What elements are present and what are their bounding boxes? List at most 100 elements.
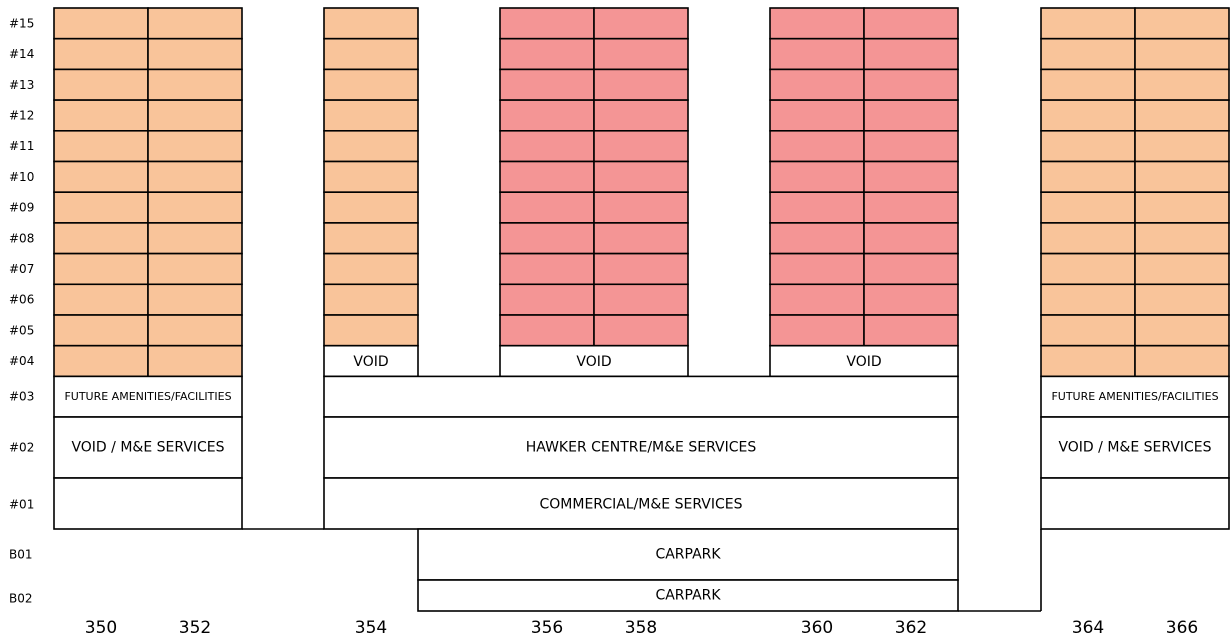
unit-cell bbox=[593, 37, 689, 71]
unit-cell bbox=[1134, 130, 1230, 163]
unit-cell bbox=[863, 252, 959, 286]
carpark-b01-box bbox=[417, 528, 959, 581]
void-cell bbox=[323, 344, 419, 378]
floor-label: #07 bbox=[9, 262, 34, 276]
unit-cell bbox=[593, 314, 689, 347]
floor-label: #13 bbox=[9, 78, 34, 92]
unit-cell bbox=[593, 191, 689, 224]
unit-cell bbox=[53, 68, 149, 101]
unit-cell bbox=[1040, 222, 1136, 255]
void-me-label: VOID / M&E SERVICES bbox=[71, 440, 224, 456]
block-number-label: 364 bbox=[1072, 618, 1104, 638]
unit-cell bbox=[863, 99, 959, 132]
unit-cell bbox=[1040, 7, 1136, 40]
unit-cell bbox=[1134, 252, 1230, 286]
unit-cell bbox=[863, 130, 959, 163]
unit-cell bbox=[1040, 160, 1136, 194]
unit-cell bbox=[147, 130, 243, 163]
future-amenities-box bbox=[53, 375, 243, 418]
unit-cell bbox=[593, 283, 689, 316]
future-amenities-label: FUTURE AMENITIES/FACILITIES bbox=[1051, 390, 1218, 403]
unit-cell bbox=[1040, 37, 1136, 71]
unit-cell bbox=[323, 314, 419, 347]
unit-cell bbox=[147, 68, 243, 101]
void-label: VOID bbox=[353, 354, 388, 370]
void-label: VOID bbox=[846, 354, 881, 370]
unit-cell bbox=[147, 252, 243, 286]
unit-cell bbox=[769, 7, 865, 40]
unit-cell bbox=[323, 68, 419, 101]
future-amenities-label: FUTURE AMENITIES/FACILITIES bbox=[64, 390, 231, 403]
unit-cell bbox=[53, 99, 149, 132]
unit-cell bbox=[499, 68, 595, 101]
carpark-label: CARPARK bbox=[655, 547, 721, 563]
block-number-label: 358 bbox=[625, 618, 657, 638]
unit-cell bbox=[593, 160, 689, 194]
unit-cell bbox=[1040, 314, 1136, 347]
floor-label: #06 bbox=[9, 293, 34, 307]
future-amenities-box bbox=[1040, 375, 1230, 418]
unit-cell bbox=[593, 68, 689, 101]
unit-cell bbox=[499, 222, 595, 255]
unit-cell bbox=[863, 283, 959, 316]
unit-cell bbox=[1040, 191, 1136, 224]
floor-label: B01 bbox=[9, 548, 33, 562]
unit-cell bbox=[1134, 160, 1230, 194]
unit-cell bbox=[147, 37, 243, 71]
floor-label: #09 bbox=[9, 201, 34, 215]
hawker-centre-box bbox=[323, 416, 959, 479]
unit-cell bbox=[863, 37, 959, 71]
unit-cell bbox=[1040, 344, 1136, 378]
unit-cell bbox=[499, 37, 595, 71]
commercial-label: COMMERCIAL/M&E SERVICES bbox=[539, 497, 742, 513]
unit-cell bbox=[769, 222, 865, 255]
unit-cell bbox=[499, 314, 595, 347]
unit-cell bbox=[769, 252, 865, 286]
block-number-label: 362 bbox=[895, 618, 927, 638]
unit-cell bbox=[53, 252, 149, 286]
floor-label: #11 bbox=[9, 139, 34, 153]
floor-label: #12 bbox=[9, 108, 34, 122]
unit-cell bbox=[863, 191, 959, 224]
unit-cell bbox=[53, 314, 149, 347]
unit-cell bbox=[769, 314, 865, 347]
floor-label: #03 bbox=[9, 390, 34, 404]
floor-label: #02 bbox=[9, 441, 34, 455]
unit-cell bbox=[53, 130, 149, 163]
block-number-label: 350 bbox=[85, 618, 117, 638]
unit-cell bbox=[147, 344, 243, 378]
unit-cell bbox=[863, 314, 959, 347]
unit-cell bbox=[499, 130, 595, 163]
unit-cell bbox=[1134, 37, 1230, 71]
block-number-label: 352 bbox=[179, 618, 211, 638]
unit-cell bbox=[863, 160, 959, 194]
unit-cell bbox=[863, 68, 959, 101]
unit-cell bbox=[323, 222, 419, 255]
unit-cell bbox=[1040, 283, 1136, 316]
unit-cell bbox=[499, 191, 595, 224]
unit-cell bbox=[769, 68, 865, 101]
unit-cell bbox=[1040, 99, 1136, 132]
unit-cell bbox=[323, 191, 419, 224]
unit-cell bbox=[53, 160, 149, 194]
central-level-03-box bbox=[323, 375, 959, 418]
block-number-label: 366 bbox=[1166, 618, 1198, 638]
unit-cell bbox=[1134, 99, 1230, 132]
block-number-label: 360 bbox=[801, 618, 833, 638]
unit-cell bbox=[323, 7, 419, 40]
unit-cell bbox=[53, 344, 149, 378]
unit-cell bbox=[53, 7, 149, 40]
unit-cell bbox=[53, 283, 149, 316]
unit-cell bbox=[323, 160, 419, 194]
floor-label: B02 bbox=[9, 592, 33, 606]
unit-cell bbox=[53, 222, 149, 255]
floor-label: #05 bbox=[9, 323, 34, 337]
unit-cell bbox=[1040, 130, 1136, 163]
unit-cell bbox=[323, 283, 419, 316]
unit-cell bbox=[769, 37, 865, 71]
unit-cell bbox=[1134, 283, 1230, 316]
floor-label: #04 bbox=[9, 354, 34, 368]
unit-cell bbox=[863, 222, 959, 255]
